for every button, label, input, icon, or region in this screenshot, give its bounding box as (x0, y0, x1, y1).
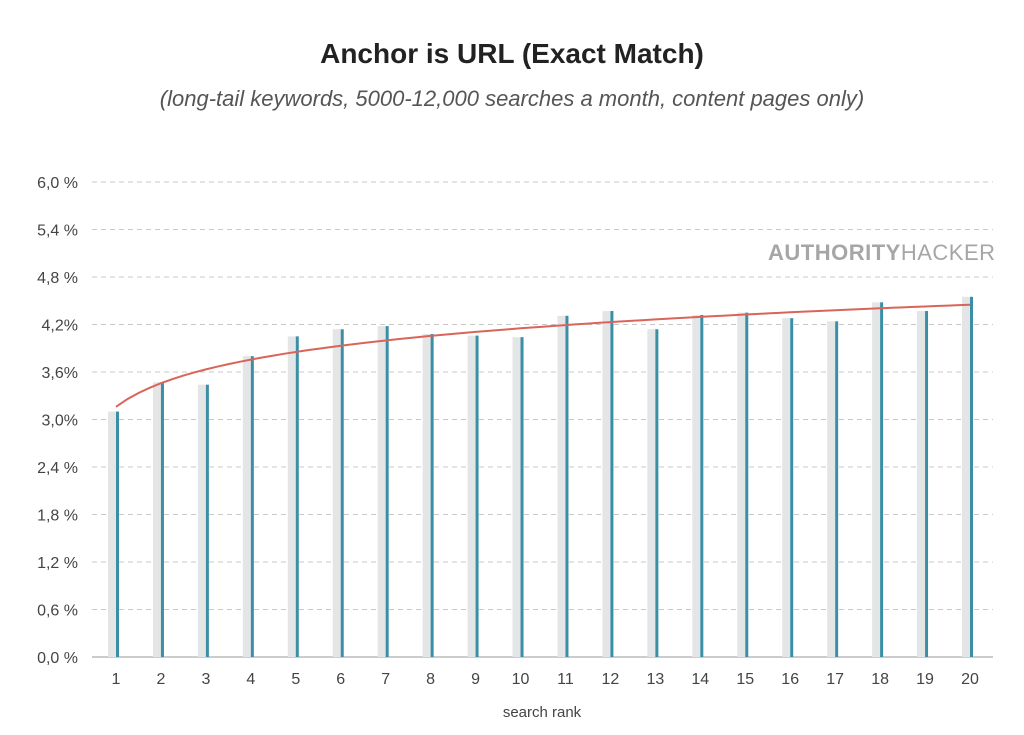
bar (610, 311, 614, 657)
bar (340, 329, 344, 657)
x-tick-label: 17 (826, 671, 844, 688)
x-tick-label: 10 (512, 671, 530, 688)
bar-shadow (782, 318, 791, 657)
chart-title: Anchor is URL (Exact Match) (320, 38, 704, 69)
bar-shadow (422, 334, 431, 657)
y-tick-label: 6,0 % (37, 175, 78, 192)
bar-shadow (108, 411, 116, 657)
bar (250, 356, 254, 657)
chart-subtitle: (long-tail keywords, 5000-12,000 searche… (159, 86, 865, 111)
x-tick-label: 14 (691, 671, 709, 688)
x-tick-label: 3 (201, 671, 210, 688)
bar-shadow (827, 321, 836, 657)
bar (655, 329, 659, 657)
bar-shadow (602, 311, 611, 657)
x-tick-label: 16 (781, 671, 799, 688)
bars (108, 296, 973, 657)
bar-shadow (872, 302, 881, 657)
x-tick-label: 11 (557, 671, 574, 688)
x-tick-label: 2 (156, 671, 165, 688)
x-tick-label: 5 (291, 671, 300, 688)
bar-shadow (647, 329, 656, 657)
x-tick-label: 19 (916, 671, 934, 688)
bar-shadow (692, 315, 701, 657)
bar (925, 311, 929, 657)
x-tick-label: 15 (736, 671, 754, 688)
y-tick-label: 1,8 % (37, 508, 78, 525)
x-tick-label: 9 (471, 671, 480, 688)
y-tick-label: 3,0% (42, 413, 78, 430)
y-tick-label: 0,6 % (37, 603, 78, 620)
x-tick-label: 8 (426, 671, 435, 688)
bar (205, 384, 209, 657)
y-tick-label: 2,4 % (37, 460, 78, 477)
watermark-logo: AUTHORITYHACKER (768, 240, 996, 266)
bar (295, 336, 299, 657)
bar-shadow (512, 337, 521, 657)
bar (745, 312, 749, 657)
y-tick-label: 4,8 % (37, 270, 78, 287)
bar-shadow (377, 326, 386, 657)
bar (475, 335, 479, 657)
bar (520, 337, 524, 657)
bar (385, 326, 389, 657)
x-axis-title: search rank (503, 704, 582, 721)
x-tick-label: 4 (246, 671, 255, 688)
x-tick-label: 7 (381, 671, 390, 688)
bar (835, 321, 839, 657)
watermark-hacker: HACKER (900, 240, 996, 265)
bar-shadow (287, 336, 296, 657)
bar-shadow (332, 329, 341, 657)
bar (970, 296, 973, 657)
x-tick-label: 6 (336, 671, 345, 688)
bar-shadow (197, 384, 206, 657)
x-tick-label: 20 (961, 671, 979, 688)
x-tick-label: 12 (602, 671, 620, 688)
bar (880, 302, 884, 657)
x-axis: 1 2 3 4 5 6 7 8 9 10 11 12 13 14 15 16 17 18 19 20 (112, 671, 979, 688)
bar (700, 315, 704, 657)
bar-shadow (737, 312, 746, 657)
bar-shadow (962, 296, 970, 657)
bar-shadow (917, 311, 926, 657)
x-tick-label: 1 (112, 671, 121, 688)
bar (160, 382, 164, 657)
gridlines (92, 181, 993, 658)
y-tick-label: 4,2% (42, 318, 78, 335)
bar-shadow (557, 315, 566, 657)
y-tick-label: 1,2 % (37, 555, 78, 572)
watermark-authority: AUTHORITY (768, 240, 901, 265)
bar (565, 315, 569, 657)
trendline (115, 303, 971, 408)
x-tick-label: 18 (871, 671, 889, 688)
y-tick-label: 5,4 % (37, 223, 78, 240)
y-axis: 0,0 % 0,6 % 1,2 % 1,8 % 2,4 % 3,0% 3,6% 4,2% 4,8… (37, 175, 78, 667)
y-tick-label: 3,6% (42, 365, 78, 382)
trendline-group (115, 303, 971, 408)
bar-shadow (467, 335, 476, 657)
bar (430, 334, 434, 657)
bar (116, 411, 119, 657)
bar-shadow (152, 382, 161, 657)
bar-shadow (242, 356, 251, 657)
y-tick-label: 0,0 % (37, 650, 78, 667)
bar (790, 318, 794, 657)
x-tick-label: 13 (646, 671, 664, 688)
